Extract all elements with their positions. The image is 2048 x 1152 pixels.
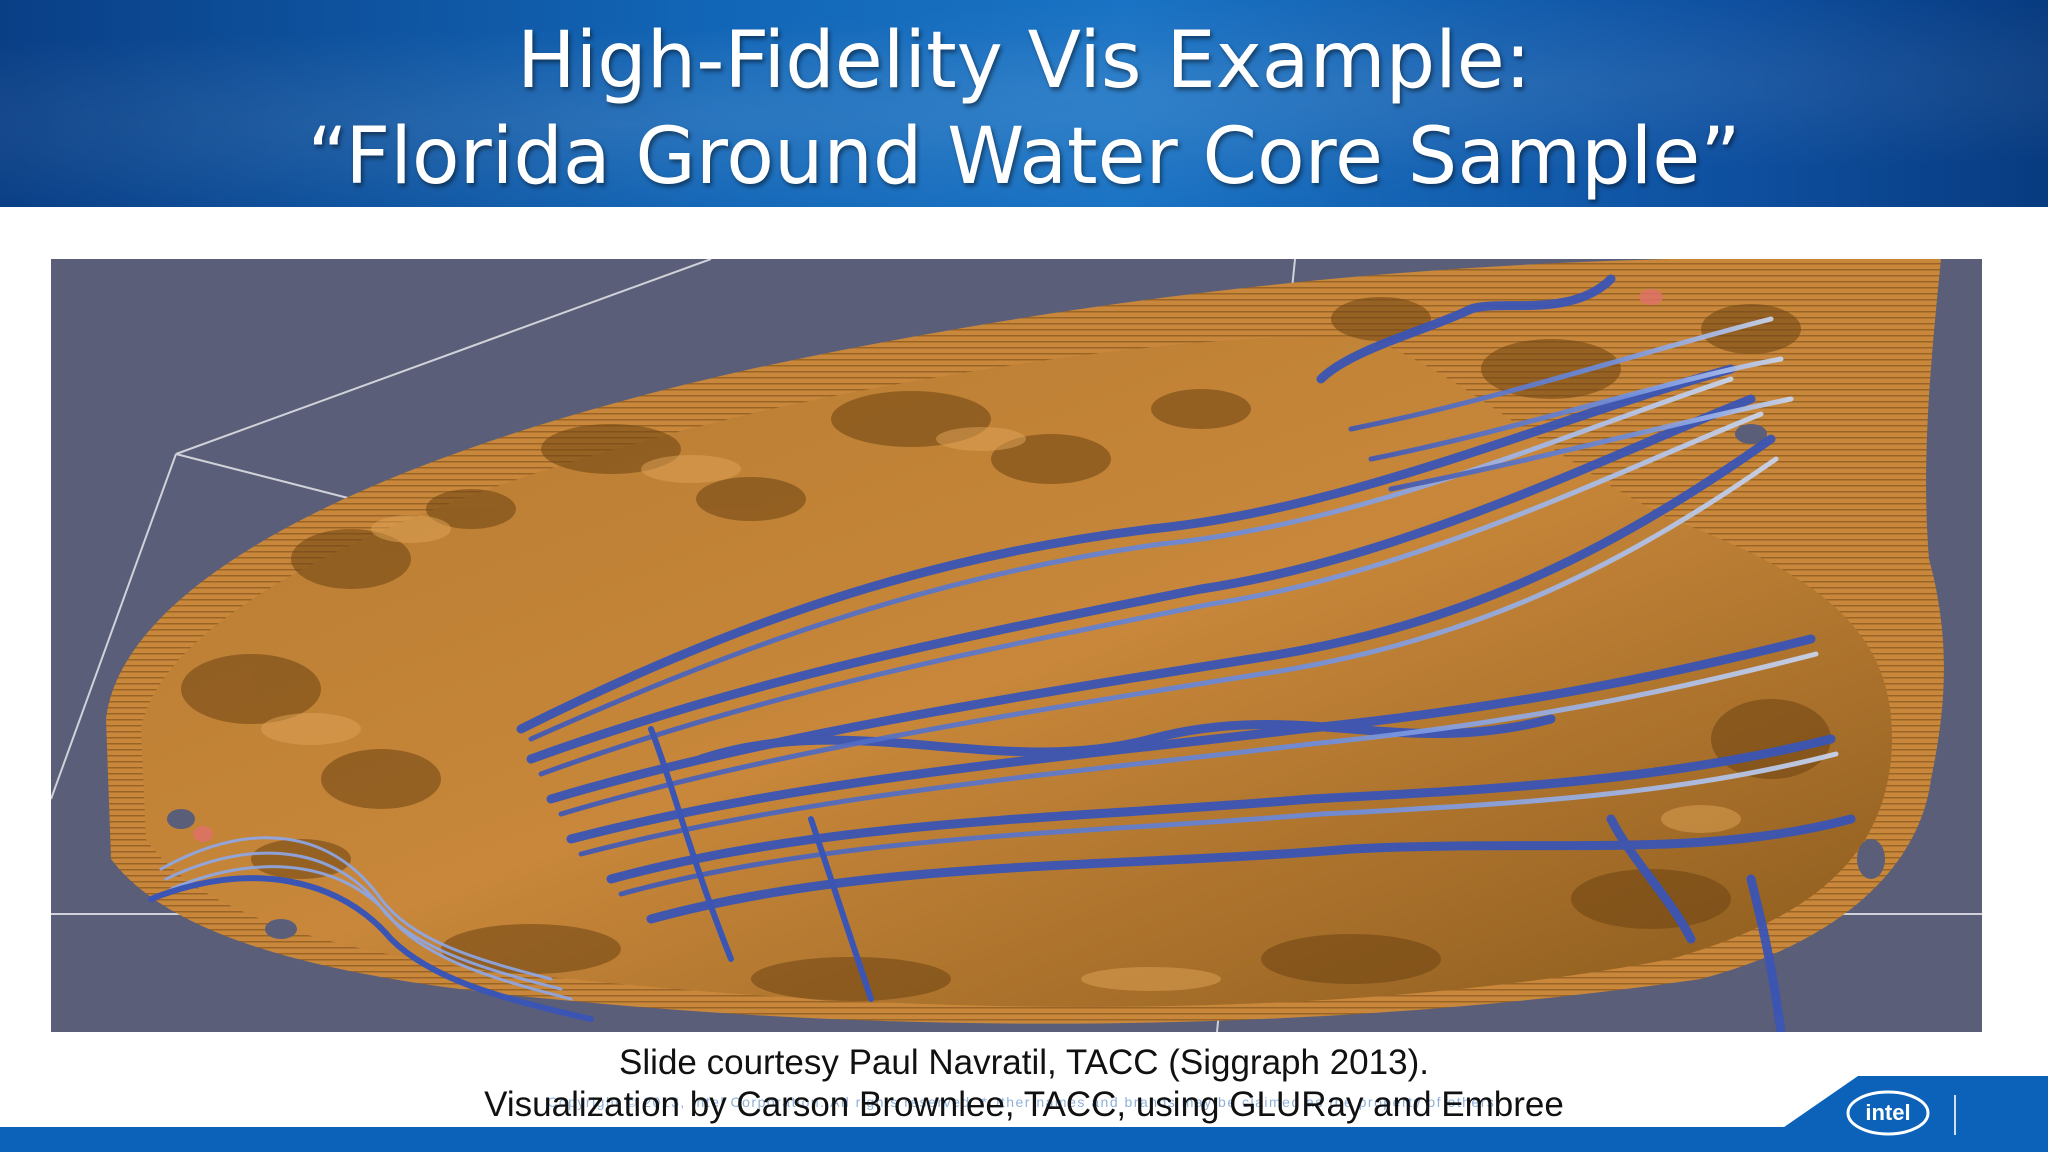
streamlines (148, 274, 1856, 1032)
core-sample-visualization (51, 259, 1982, 1032)
copyright-notice: Copyright © 2013, Intel Corporation. All… (547, 1094, 1501, 1110)
intel-logo: intel (1846, 1090, 1930, 1136)
logo-divider (1954, 1095, 1956, 1135)
footer-logo-wedge (1748, 1076, 2048, 1152)
slide-title-line-1: High-Fidelity Vis Example: (516, 16, 1532, 106)
core-sample-render (51, 259, 1982, 1032)
title-banner: High-Fidelity Vis Example: “Florida Grou… (0, 0, 2048, 207)
slide-title-line-2: “Florida Ground Water Core Sample” (307, 112, 1741, 202)
footer-bar (0, 1127, 2048, 1152)
intel-logo-text: intel (1865, 1100, 1910, 1125)
rock-texture (181, 297, 1831, 1001)
caption-visualization-credit: Visualization by Carson Brownlee, TACC, … (484, 1085, 1564, 1124)
caption-credit: Slide courtesy Paul Navratil, TACC (Sigg… (619, 1043, 1429, 1082)
